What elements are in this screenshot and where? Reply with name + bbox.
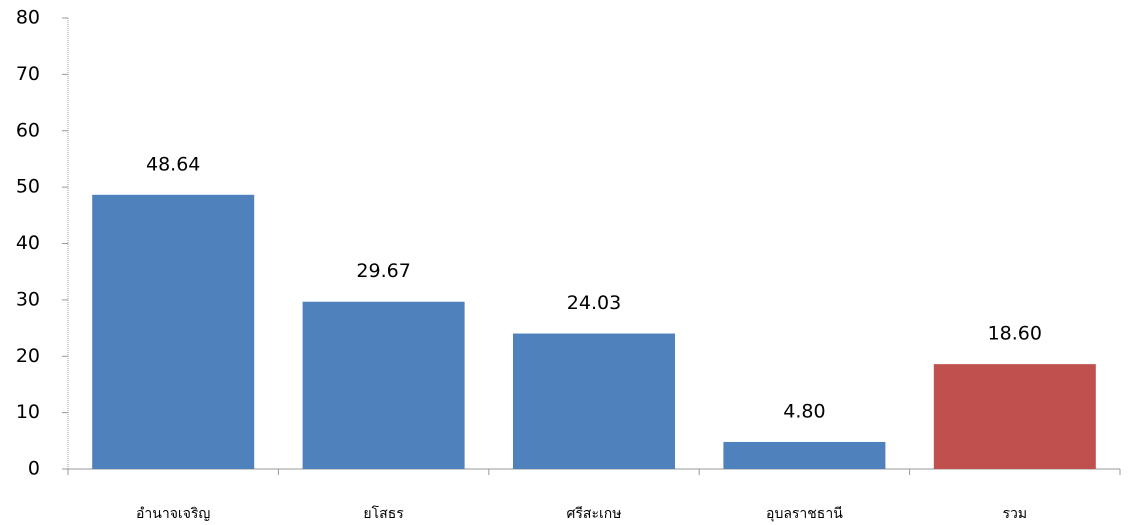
x-tick-label: อุบลราชธานี xyxy=(766,506,843,522)
value-label: 4.80 xyxy=(783,400,825,422)
y-tick-label: 80 xyxy=(16,7,40,29)
bar xyxy=(512,333,676,469)
value-label: 18.60 xyxy=(988,323,1042,345)
y-tick-label: 10 xyxy=(16,401,40,423)
y-tick-label: 0 xyxy=(28,458,40,480)
y-tick-label: 20 xyxy=(16,345,40,367)
x-tick-label: อำนาจเจริญ xyxy=(136,506,210,522)
y-tick-label: 60 xyxy=(16,119,40,141)
x-tick-label: ยโสธร xyxy=(363,505,404,522)
value-label: 48.64 xyxy=(146,153,200,175)
y-tick-label: 40 xyxy=(16,232,40,254)
bar xyxy=(933,364,1096,469)
y-tick-label: 50 xyxy=(16,176,40,198)
value-label: 24.03 xyxy=(567,292,621,314)
value-label: 29.67 xyxy=(356,260,410,282)
bar xyxy=(302,301,465,469)
x-tick-label: รวม xyxy=(1002,506,1027,522)
y-tick-label: 30 xyxy=(16,288,40,310)
y-tick-label: 70 xyxy=(16,63,40,85)
bar xyxy=(723,441,886,469)
x-tick-label: ศรีสะเกษ xyxy=(567,506,622,522)
bar xyxy=(92,194,255,470)
